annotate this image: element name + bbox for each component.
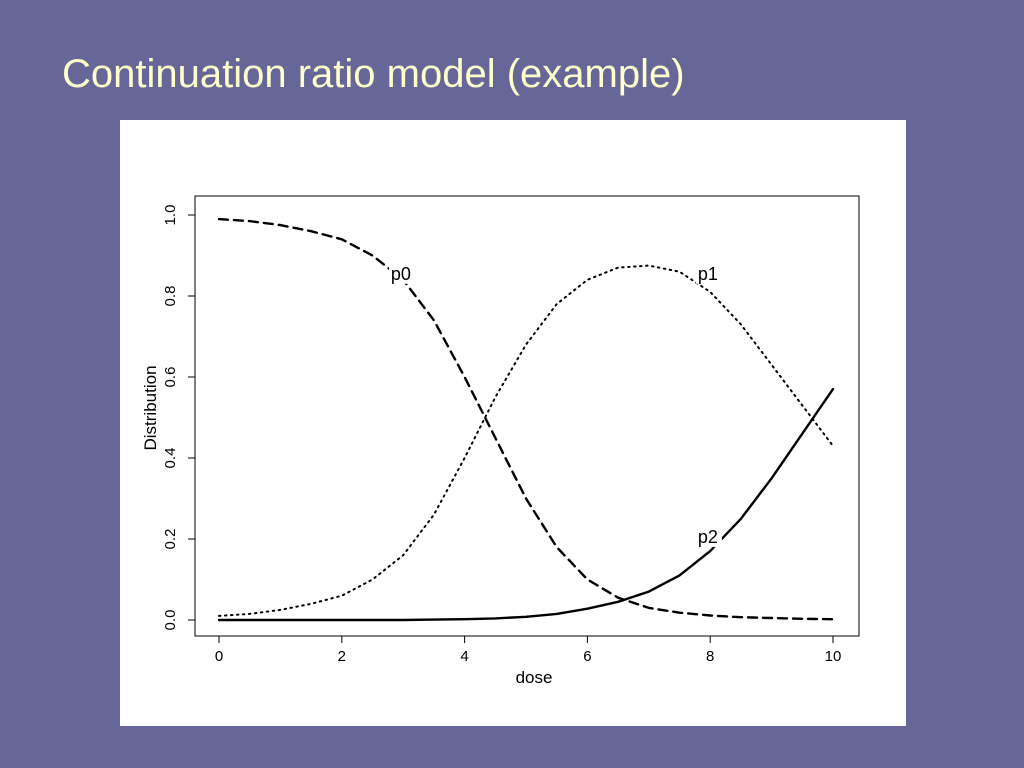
x-tick-label: 2	[338, 648, 346, 665]
y-tick-label: 0.6	[162, 367, 179, 388]
series-label-bg	[388, 263, 415, 284]
x-tick-label: 0	[215, 648, 223, 665]
series-line-p0	[217, 217, 835, 621]
plot-frame	[194, 195, 860, 637]
series-line-p2	[217, 387, 835, 622]
x-tick-label: 4	[460, 648, 468, 665]
y-tick-label: 0.0	[162, 610, 179, 631]
series-line-p1	[218, 264, 834, 617]
y-tick-label: 1.0	[162, 205, 179, 226]
slide-title: Continuation ratio model (example)	[62, 52, 685, 96]
series-label-bg	[695, 263, 722, 284]
x-tick-label: 8	[706, 648, 714, 665]
y-tick-label: 0.8	[162, 286, 179, 307]
distribution-chart: 0 2 4 6 8 10 0.0 0.2 0.4 0.6 0.8 1.0 dose Distributio…	[141, 195, 860, 687]
y-tick-label: 0.4	[162, 448, 179, 469]
chart-panel: 0 2 4 6 8 10 0.0 0.2 0.4 0.6 0.8 1.0 dose Distributio…	[120, 120, 906, 726]
x-tick-label: 10	[825, 648, 842, 665]
y-axis-title: Distribution	[141, 365, 160, 450]
x-axis-title: dose	[516, 668, 553, 687]
y-tick-label: 0.2	[162, 529, 179, 550]
series-label-p1: p1	[698, 264, 718, 284]
series-label-p2: p2	[698, 527, 718, 547]
series-label-bg	[695, 527, 722, 548]
x-tick-label: 6	[583, 648, 591, 665]
series-label-p0: p0	[391, 264, 411, 284]
